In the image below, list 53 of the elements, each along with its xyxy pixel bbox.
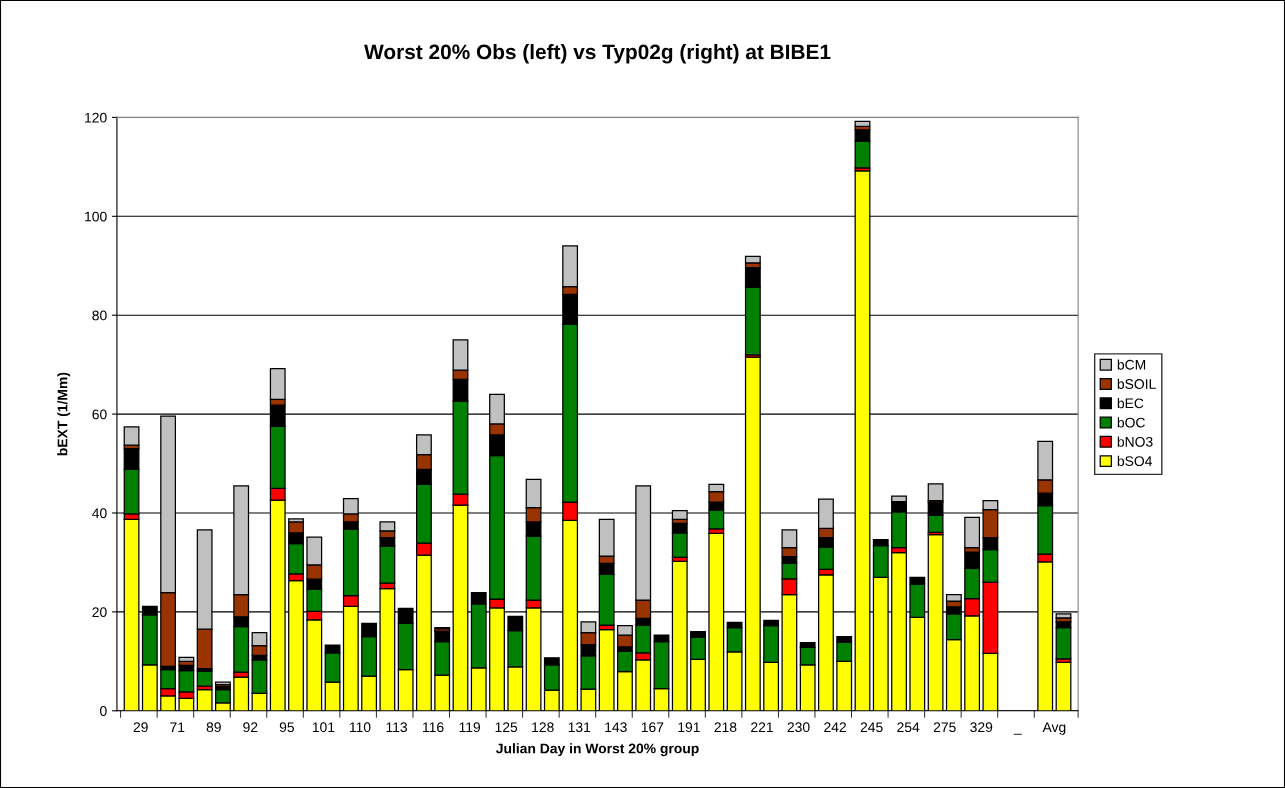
- x-tick-label: 125: [495, 722, 518, 733]
- x-tick-label: 275: [933, 722, 956, 733]
- legend-label: bOC: [1117, 417, 1145, 428]
- x-tick-label: 89: [206, 722, 221, 733]
- bar: [744, 255, 761, 264]
- x-tick-label: 119: [459, 722, 481, 733]
- y-axis-title: bEXT (1/Mm): [57, 372, 71, 456]
- x-tick-label: 218: [714, 722, 737, 733]
- legend-label: bSO4: [1117, 455, 1152, 467]
- x-tick-label: 143: [605, 722, 627, 733]
- y-tick-label: 80: [92, 310, 107, 321]
- x-tick-label: 221: [751, 722, 773, 732]
- x-tick-label: 254: [897, 722, 920, 733]
- bar: [854, 120, 871, 127]
- legend-label: bNO3: [1117, 436, 1153, 447]
- legend-label: bEC: [1117, 398, 1144, 409]
- y-tick-label: 120: [85, 112, 107, 123]
- y-tick-label: 20: [92, 607, 107, 618]
- x-tick-label: 71: [170, 722, 185, 732]
- x-tick-label: _: [1013, 733, 1022, 735]
- x-tick-label: 242: [824, 722, 846, 732]
- x-tick-label: 92: [243, 722, 258, 733]
- legend-label: bCM: [1117, 359, 1146, 370]
- bar: [927, 483, 944, 502]
- bar: [598, 629, 615, 711]
- y-tick-label: 0: [100, 706, 107, 716]
- x-tick-label: 110: [349, 722, 371, 733]
- y-tick-label: 40: [92, 508, 107, 519]
- x-tick-label: 29: [133, 722, 148, 733]
- x-tick-label: 116: [423, 722, 444, 733]
- bar: [196, 670, 213, 687]
- x-tick-label: 101: [312, 722, 335, 733]
- x-tick-label: 245: [860, 722, 883, 733]
- y-tick-label: 100: [85, 211, 107, 222]
- x-tick-label: Avg: [1042, 722, 1066, 735]
- x-tick-label: 230: [787, 722, 810, 733]
- x-tick-label: 329: [970, 722, 993, 733]
- x-tick-label: 95: [279, 722, 295, 733]
- bar: [1055, 661, 1072, 711]
- x-tick-label: 131: [568, 722, 591, 733]
- y-tick-label: 60: [92, 409, 107, 420]
- x-tick-label: 113: [386, 722, 407, 733]
- legend-label: bSOIL: [1117, 378, 1156, 389]
- bar: [233, 676, 250, 711]
- bar: [178, 656, 195, 662]
- x-tick-label: 167: [641, 722, 664, 733]
- x-tick-label: 191: [678, 722, 700, 733]
- bar: [964, 516, 981, 549]
- chart-title: Worst 20% Obs (left) vs Typ02g (right) at BIBE1: [364, 43, 831, 64]
- bar: [123, 426, 140, 446]
- x-tick-label: 128: [532, 722, 554, 733]
- bar: [196, 688, 213, 711]
- x-axis-title: Julian Day in Worst 20% group: [496, 743, 699, 757]
